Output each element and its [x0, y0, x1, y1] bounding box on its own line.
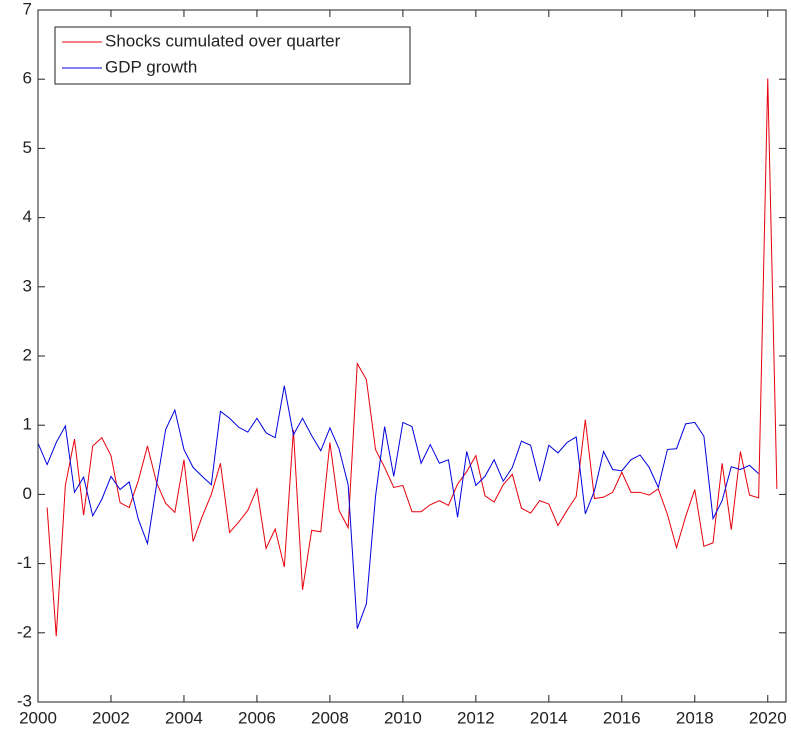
x-tick-label: 2000 [19, 708, 57, 727]
y-tick-label: 3 [23, 276, 32, 295]
legend-label: GDP growth [105, 57, 197, 76]
y-tick-label: 7 [23, 0, 32, 18]
x-tick-label: 2004 [165, 708, 203, 727]
y-tick-label: -3 [17, 691, 32, 710]
y-tick-label: 0 [23, 484, 32, 503]
data-line [46, 78, 778, 637]
plot-area [38, 10, 786, 702]
x-tick-label: 2010 [384, 708, 422, 727]
y-tick-label: 1 [23, 415, 32, 434]
x-tick-label: 2016 [603, 708, 641, 727]
x-tick-label: 2002 [92, 708, 130, 727]
y-tick-label: 2 [23, 345, 32, 364]
data-line [37, 385, 759, 629]
x-tick-label: 2012 [457, 708, 495, 727]
y-tick-label: 6 [23, 69, 32, 88]
axes-box [37, 9, 787, 703]
x-tick-label: 2018 [676, 708, 714, 727]
x-tick-label: 2014 [530, 708, 568, 727]
y-tick-label: -2 [17, 622, 32, 641]
legend-box [54, 26, 411, 85]
y-tick-label: -1 [17, 553, 32, 572]
y-tick-label: 4 [23, 207, 32, 226]
legend-label: Shocks cumulated over quarter [105, 31, 341, 50]
y-tick-label: 5 [23, 138, 32, 157]
x-tick-label: 2006 [238, 708, 276, 727]
x-tick-label: 2020 [749, 708, 787, 727]
x-tick-label: 2008 [311, 708, 349, 727]
